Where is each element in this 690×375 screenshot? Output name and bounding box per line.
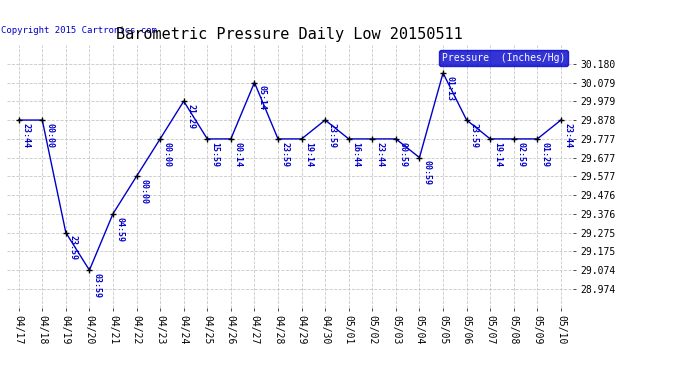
Text: 00:00: 00:00 <box>45 123 54 148</box>
Text: 19:14: 19:14 <box>304 142 313 167</box>
Text: 01:29: 01:29 <box>540 142 549 167</box>
Text: 00:00: 00:00 <box>139 179 148 204</box>
Text: 23:44: 23:44 <box>375 142 384 167</box>
Text: 16:44: 16:44 <box>351 142 360 167</box>
Text: 19:14: 19:14 <box>493 142 502 167</box>
Text: 01:13: 01:13 <box>446 76 455 101</box>
Text: 00:59: 00:59 <box>399 142 408 167</box>
Text: 02:59: 02:59 <box>517 142 526 167</box>
Text: 03:59: 03:59 <box>92 273 101 298</box>
Text: 23:59: 23:59 <box>328 123 337 148</box>
Text: 05:14: 05:14 <box>257 85 266 110</box>
Text: 00:00: 00:00 <box>163 142 172 167</box>
Text: Copyright 2015 Cartronics.com: Copyright 2015 Cartronics.com <box>1 26 157 34</box>
Text: 15:59: 15:59 <box>210 142 219 167</box>
Text: 23:59: 23:59 <box>281 142 290 167</box>
Legend: Pressure  (Inches/Hg): Pressure (Inches/Hg) <box>439 50 568 66</box>
Text: 21:29: 21:29 <box>186 104 195 129</box>
Text: 23:59: 23:59 <box>469 123 478 148</box>
Text: 23:44: 23:44 <box>564 123 573 148</box>
Text: 04:59: 04:59 <box>116 216 125 242</box>
Text: 00:14: 00:14 <box>234 142 243 167</box>
Title: Barometric Pressure Daily Low 20150511: Barometric Pressure Daily Low 20150511 <box>117 27 463 42</box>
Text: 00:59: 00:59 <box>422 160 431 185</box>
Text: 23:59: 23:59 <box>68 236 77 260</box>
Text: 23:44: 23:44 <box>21 123 30 148</box>
